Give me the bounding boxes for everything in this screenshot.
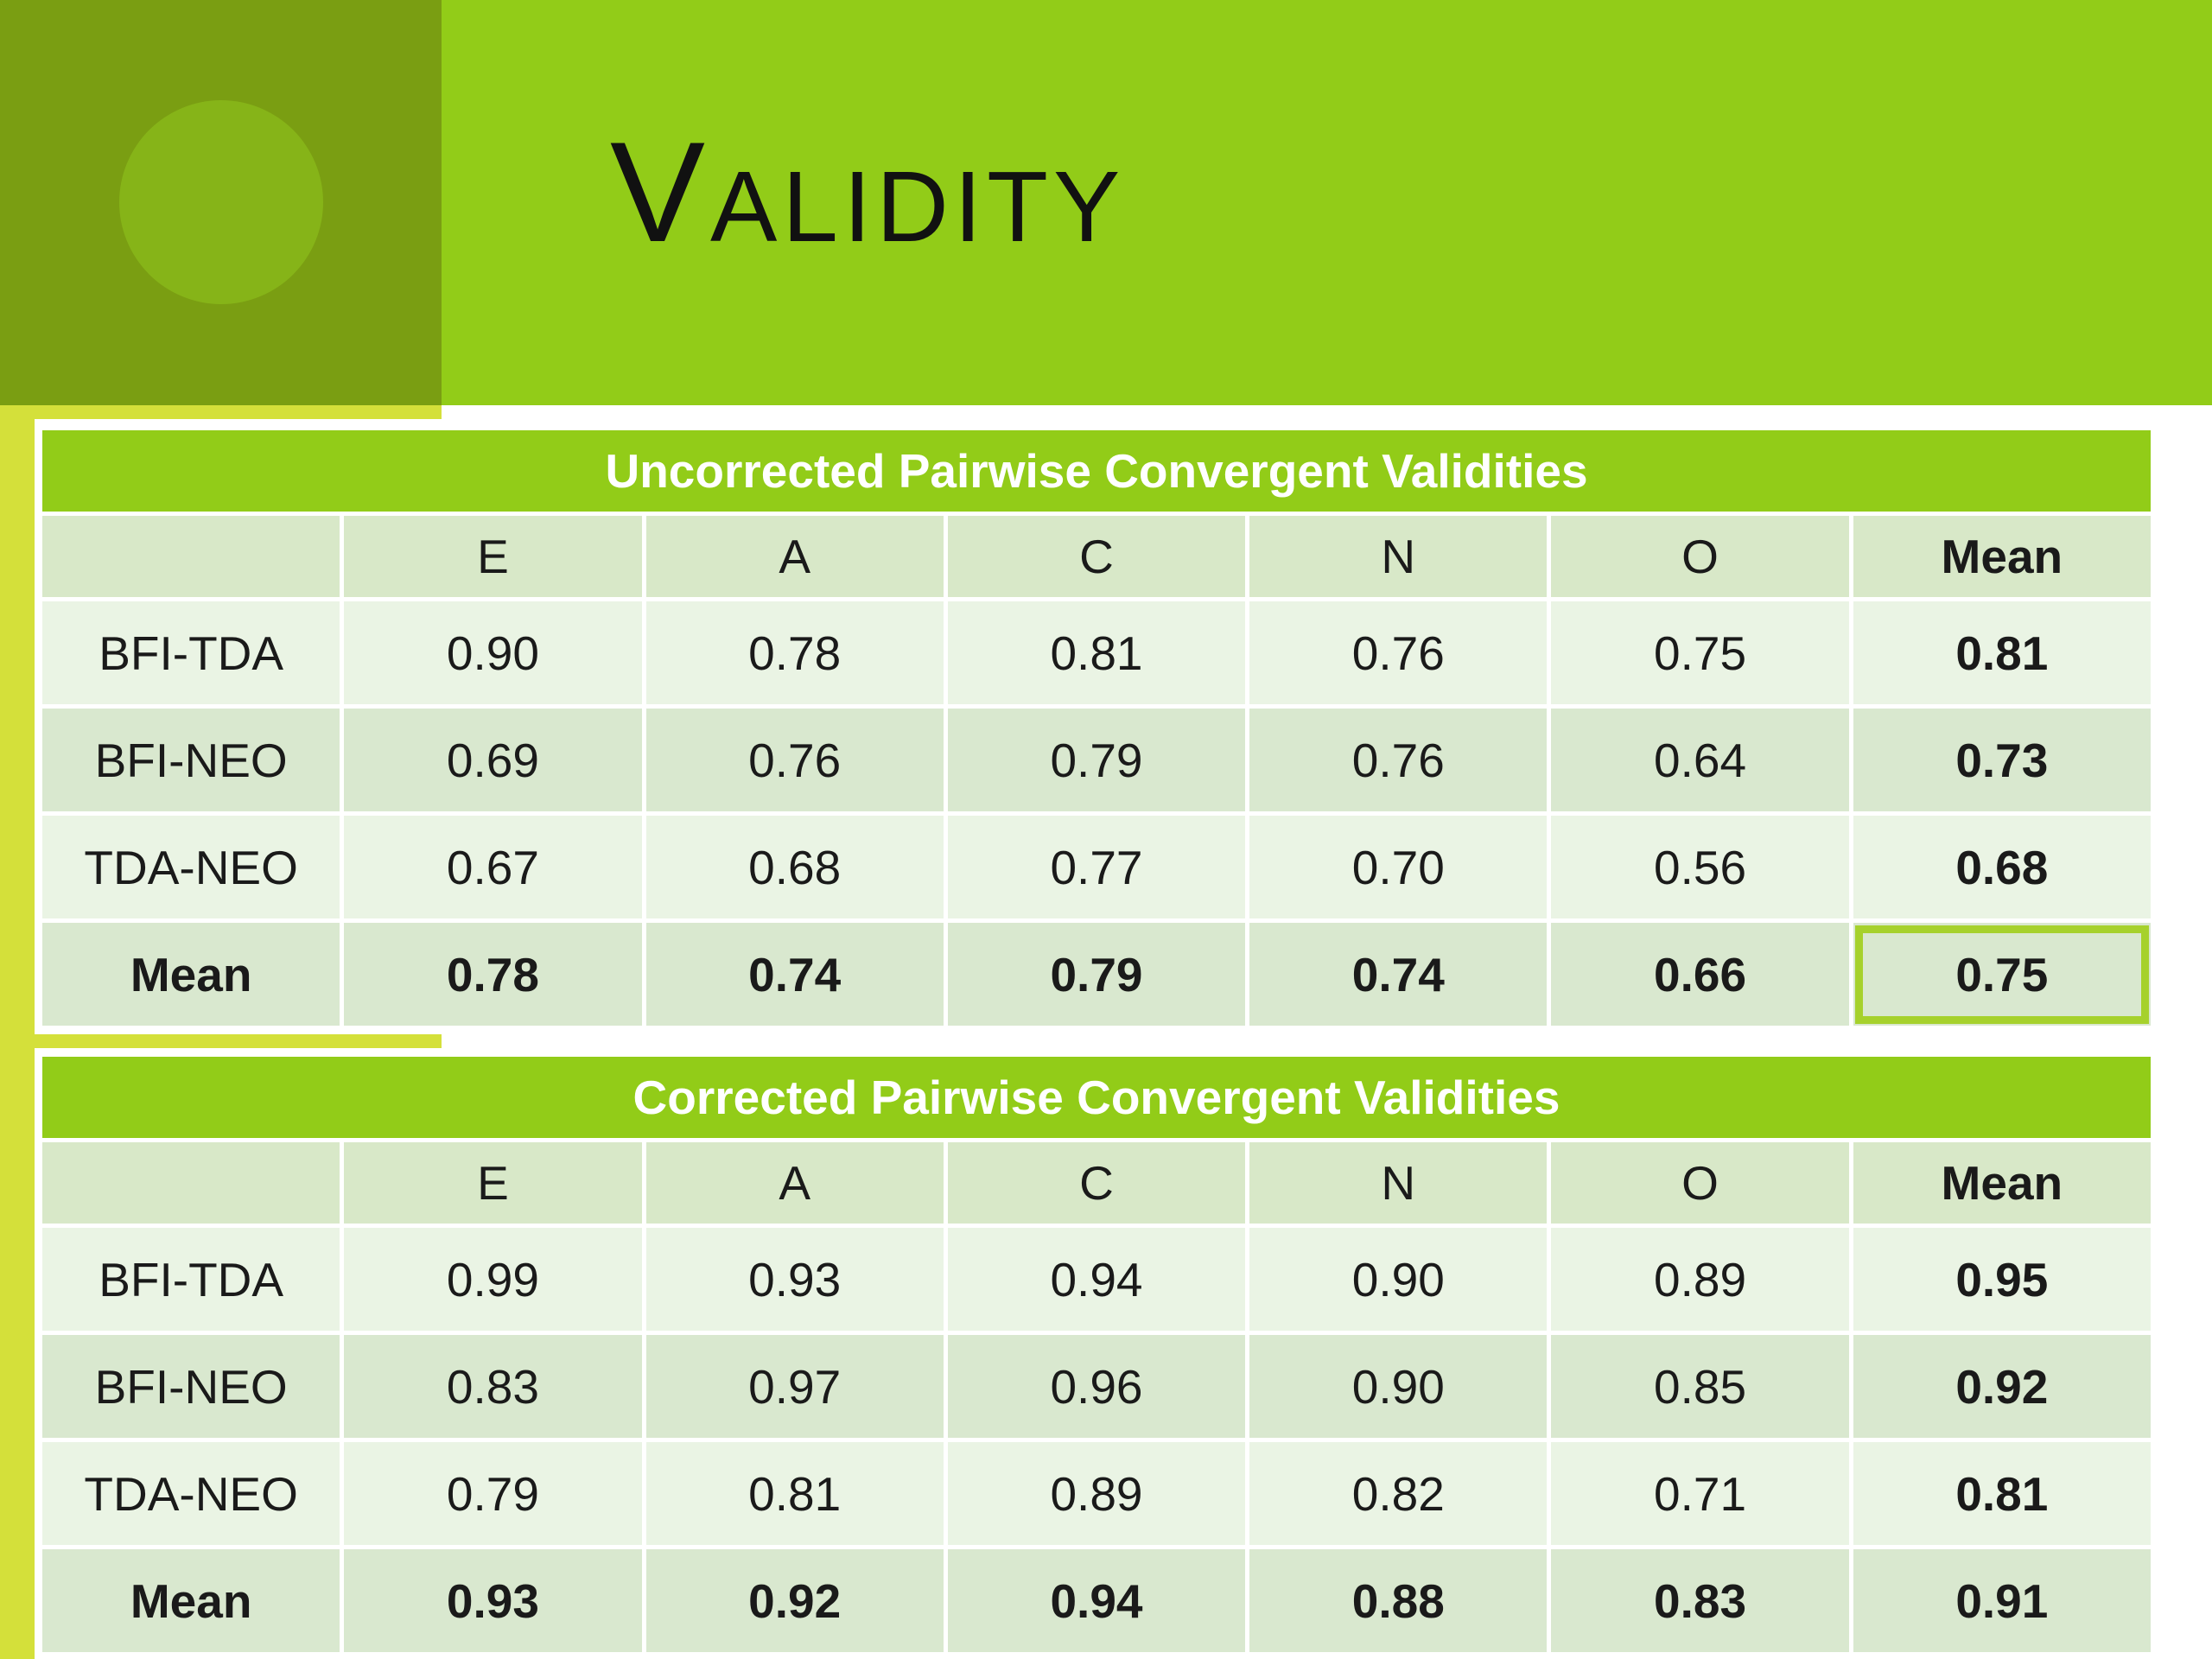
table-cell: 0.91 [1848, 1545, 2156, 1656]
table-row: BFI-NEO 0.69 0.76 0.79 0.76 0.64 0.73 [37, 704, 2156, 816]
slide-title: Validity [610, 112, 1126, 271]
table-cell: 0.97 [641, 1331, 948, 1442]
table-cell: 0.79 [943, 704, 1250, 816]
column-header: N [1245, 1138, 1552, 1228]
column-header: C [943, 512, 1250, 601]
table-row: Mean 0.78 0.74 0.79 0.74 0.66 0.75 [37, 918, 2156, 1030]
data-table: Corrected Pairwise Convergent Validities… [37, 1052, 2156, 1656]
table-cell: 0.94 [943, 1545, 1250, 1656]
row-label: BFI-TDA [37, 597, 345, 709]
column-header: A [641, 512, 948, 601]
table-cell: 0.93 [340, 1545, 646, 1656]
table-cell: 0.64 [1547, 704, 1853, 816]
table-caption: Uncorrected Pairwise Convergent Validiti… [38, 426, 2155, 516]
caption-row: Uncorrected Pairwise Convergent Validiti… [38, 426, 2155, 516]
table-cell: 0.96 [943, 1331, 1250, 1442]
table-cell: 0.90 [1245, 1224, 1552, 1335]
header-row: E A C N O Mean [37, 1138, 2156, 1228]
table-cell: 0.78 [340, 918, 646, 1030]
table-row: TDA-NEO 0.79 0.81 0.89 0.82 0.71 0.81 [37, 1438, 2156, 1549]
table-row: TDA-NEO 0.67 0.68 0.77 0.70 0.56 0.68 [37, 811, 2156, 923]
table-cell: 0.81 [1848, 1438, 2156, 1549]
corner-cell [37, 1138, 345, 1228]
stripe [0, 405, 442, 419]
table-cell: 0.81 [641, 1438, 948, 1549]
table-caption: Corrected Pairwise Convergent Validities [38, 1052, 2155, 1142]
table-cell: 0.77 [943, 811, 1250, 923]
table-cell: 0.68 [641, 811, 948, 923]
row-label: TDA-NEO [37, 1438, 345, 1549]
table-cell: 0.74 [1245, 918, 1552, 1030]
table-cell: 0.94 [943, 1224, 1250, 1335]
table-cell: 0.71 [1547, 1438, 1853, 1549]
table-cell: 0.92 [1848, 1331, 2156, 1442]
table-cell: 0.78 [641, 597, 948, 709]
table-cell: 0.82 [1245, 1438, 1552, 1549]
table-cell: 0.89 [943, 1438, 1250, 1549]
table-cell: 0.85 [1547, 1331, 1853, 1442]
table-cell: 0.93 [641, 1224, 948, 1335]
table-cell: 0.75 [1848, 918, 2156, 1030]
row-label: TDA-NEO [37, 811, 345, 923]
column-header: N [1245, 512, 1552, 601]
table-row: BFI-TDA 0.90 0.78 0.81 0.76 0.75 0.81 [37, 597, 2156, 709]
circle-decor [119, 100, 323, 304]
side-stripe [0, 405, 35, 1659]
table-cell: 0.81 [943, 597, 1250, 709]
table-cell: 0.95 [1848, 1224, 2156, 1335]
table-cell: 0.88 [1245, 1545, 1552, 1656]
column-header: Mean [1848, 1138, 2156, 1228]
data-table: Uncorrected Pairwise Convergent Validiti… [37, 426, 2156, 1030]
title-banner [442, 0, 2212, 405]
corner-cell [37, 512, 345, 601]
table-cell: 0.67 [340, 811, 646, 923]
stripe [0, 1034, 442, 1048]
table-cell: 0.90 [340, 597, 646, 709]
row-label: Mean [37, 1545, 345, 1656]
column-header: O [1547, 512, 1853, 601]
table-cell: 0.56 [1547, 811, 1853, 923]
table-cell: 0.83 [340, 1331, 646, 1442]
column-header: E [340, 1138, 646, 1228]
table-cell: 0.79 [943, 918, 1250, 1030]
row-label: BFI-NEO [37, 704, 345, 816]
column-header: Mean [1848, 512, 2156, 601]
column-header: O [1547, 1138, 1853, 1228]
table-cell: 0.69 [340, 704, 646, 816]
table-cell: 0.76 [1245, 597, 1552, 709]
table-cell: 0.99 [340, 1224, 646, 1335]
table-cell: 0.90 [1245, 1331, 1552, 1442]
table-cell: 0.89 [1547, 1224, 1853, 1335]
table-cell: 0.66 [1547, 918, 1853, 1030]
table-cell: 0.81 [1848, 597, 2156, 709]
table-cell: 0.70 [1245, 811, 1552, 923]
column-header: C [943, 1138, 1250, 1228]
row-label: Mean [37, 918, 345, 1030]
table-cell: 0.68 [1848, 811, 2156, 923]
row-label: BFI-NEO [37, 1331, 345, 1442]
table-row: Mean 0.93 0.92 0.94 0.88 0.83 0.91 [37, 1545, 2156, 1656]
table-cell: 0.76 [641, 704, 948, 816]
table-cell: 0.75 [1547, 597, 1853, 709]
row-label: BFI-TDA [37, 1224, 345, 1335]
table-cell: 0.76 [1245, 704, 1552, 816]
table-cell: 0.92 [641, 1545, 948, 1656]
table-cell: 0.83 [1547, 1545, 1853, 1656]
table-row: BFI-NEO 0.83 0.97 0.96 0.90 0.85 0.92 [37, 1331, 2156, 1442]
table-cell: 0.74 [641, 918, 948, 1030]
table-cell: 0.79 [340, 1438, 646, 1549]
header-row: E A C N O Mean [37, 512, 2156, 601]
table-row: BFI-TDA 0.99 0.93 0.94 0.90 0.89 0.95 [37, 1224, 2156, 1335]
column-header: A [641, 1138, 948, 1228]
table-cell: 0.73 [1848, 704, 2156, 816]
caption-row: Corrected Pairwise Convergent Validities [38, 1052, 2155, 1142]
column-header: E [340, 512, 646, 601]
